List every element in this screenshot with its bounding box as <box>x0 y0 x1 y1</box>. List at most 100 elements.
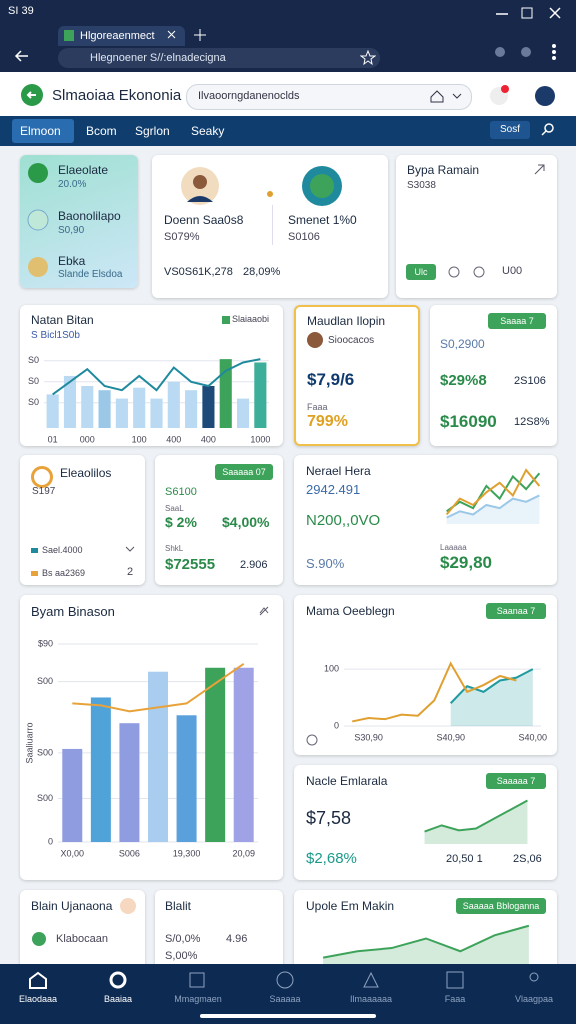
summary-button[interactable]: Ulc <box>406 264 436 280</box>
assets-count: 2 <box>127 566 134 578</box>
nav-account[interactable]: Sosf <box>490 121 530 139</box>
bottom-nav-item[interactable]: Ilmaaaaaa <box>349 994 393 1004</box>
upole-chart <box>322 924 530 964</box>
bottom-nav-item[interactable]: Saaaaa <box>269 994 301 1004</box>
nav-tab[interactable]: Sgrlon <box>135 124 170 138</box>
logo[interactable] <box>20 83 44 107</box>
line <box>446 494 540 519</box>
bottom-nav-item[interactable]: Faaa <box>444 994 466 1004</box>
byam-chart: 0 S00 S00 S00 $90 X0,00 S006 19,300 20,09 Saaliua… <box>24 638 258 858</box>
mama-chart: 0 100 S30,90 S40,90 S40,00 <box>324 661 547 742</box>
bottom-nav-item[interactable]: Baaiaa <box>103 994 133 1004</box>
bottom-nav-item[interactable]: Mmagmaen <box>174 994 222 1004</box>
stat: $29,80 <box>440 553 492 572</box>
bar <box>119 723 140 842</box>
user-name: Sioocacos <box>328 335 375 346</box>
nerael-chart <box>445 468 541 524</box>
summary-icon[interactable] <box>532 162 548 178</box>
collapse-icon[interactable] <box>257 604 271 618</box>
stat: 20,50 1 <box>446 853 483 865</box>
stat: S6100 <box>165 486 197 498</box>
bar <box>185 390 198 428</box>
status-time: SI 39 <box>8 5 34 17</box>
footer-value: 28,09% <box>243 266 281 278</box>
badge[interactable]: Saaaaa Bbloganna <box>456 898 546 914</box>
bar <box>62 748 83 842</box>
url-star[interactable] <box>360 50 376 66</box>
assets-icon <box>31 466 53 488</box>
header-icons[interactable] <box>425 84 565 108</box>
watch-value: S0,90 <box>58 225 85 236</box>
badge[interactable]: Saanaa 7 <box>486 603 546 619</box>
area <box>323 925 529 964</box>
card-title: Eleaolilos <box>60 466 112 480</box>
nav-tab[interactable]: Seaky <box>191 124 225 138</box>
bottom-nav-item[interactable]: Vlaagpaa <box>514 994 554 1004</box>
x-tick-label: 400 <box>201 434 216 444</box>
nav-tab[interactable]: Elmoon <box>20 124 61 138</box>
bar <box>81 386 94 428</box>
x-tick-label: 20,09 <box>232 848 255 858</box>
stat: 2.906 <box>240 559 268 571</box>
site-title: Slmaoiaa Ekononia <box>52 87 182 104</box>
watch-value: Slande Elsdoa <box>58 269 123 280</box>
tab-controls[interactable] <box>165 28 210 44</box>
browser-tab[interactable] <box>58 26 185 46</box>
legend-swatch <box>31 548 38 553</box>
x-tick-label: 400 <box>166 434 181 444</box>
badge[interactable]: Saaaaa 7 <box>486 773 546 789</box>
url-bar[interactable] <box>58 48 380 68</box>
clock-icon <box>306 734 318 746</box>
highlight-card[interactable] <box>294 305 420 446</box>
bar <box>205 667 226 842</box>
watchlist-icons <box>27 163 49 277</box>
x-tick-label: 000 <box>80 434 95 444</box>
x-tick-label: S006 <box>119 848 140 858</box>
bar <box>167 381 180 428</box>
line <box>446 472 541 513</box>
nav-tab[interactable]: Bcom <box>86 124 117 138</box>
stat: 2S,06 <box>513 853 542 865</box>
stat: 2S106 <box>514 375 546 387</box>
x-tick-label: 1000 <box>250 434 270 444</box>
badge[interactable]: Saaaa 7 <box>488 313 546 329</box>
x-tick-label: 19,300 <box>173 848 201 858</box>
separator <box>272 205 273 245</box>
stat: $2,68% <box>306 850 357 867</box>
mama-card[interactable] <box>294 595 557 755</box>
y-tick-label: S00 <box>37 747 53 757</box>
badge[interactable]: Saaaaa 07 <box>215 464 273 480</box>
x-tick-label: X0,00 <box>61 848 85 858</box>
search-box[interactable] <box>186 84 472 110</box>
stat-label: ShkL <box>165 544 184 553</box>
chevron[interactable] <box>124 544 136 554</box>
x-tick-label: S30,90 <box>354 732 383 742</box>
line <box>352 661 517 723</box>
bottom-nav-item[interactable]: Elaodaaa <box>18 994 58 1004</box>
stat-label: SaaL <box>165 504 184 513</box>
back-button[interactable] <box>12 46 32 66</box>
bar <box>133 387 146 428</box>
highlight-change: 799% <box>307 413 348 430</box>
bar <box>90 697 111 842</box>
user-avatar <box>307 332 323 348</box>
card-title: Mama Oeeblegn <box>306 604 395 618</box>
tab-favicon <box>64 30 74 41</box>
stat: $72555 <box>165 556 216 573</box>
assets-row: Sael.4000 <box>42 545 83 555</box>
legend-swatch <box>31 571 38 576</box>
stat: 2942.491 <box>306 482 361 497</box>
card-title: Byam Binason <box>31 604 115 619</box>
x-tick-label: S40,90 <box>436 732 465 742</box>
nav-search[interactable] <box>540 122 556 138</box>
x-tick-label: 100 <box>132 434 147 444</box>
area <box>424 800 528 844</box>
card-title: Blalit <box>165 899 192 913</box>
watch-name: Ebka <box>58 254 86 268</box>
card-title: Maudlan Ilopin <box>307 314 386 328</box>
bar <box>233 667 254 842</box>
line <box>445 468 541 516</box>
stat: S0,2900 <box>440 337 485 351</box>
area <box>450 669 533 726</box>
y-tick-label: S0 <box>28 355 39 365</box>
